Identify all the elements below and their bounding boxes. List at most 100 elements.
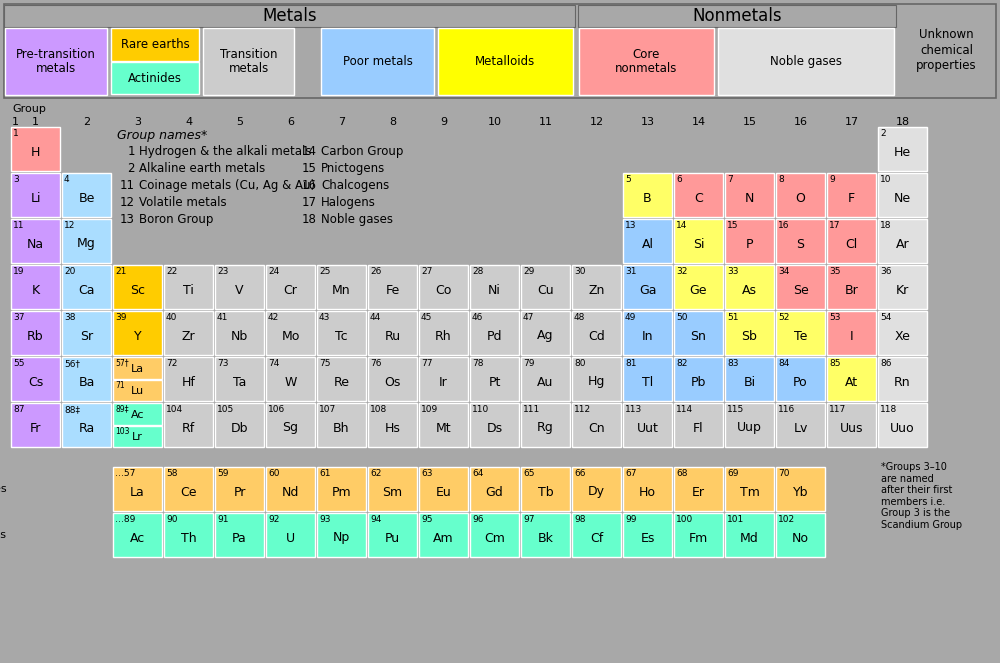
Text: 91: 91 [217,515,228,524]
Text: Mg: Mg [77,237,96,251]
Text: 48: 48 [574,313,585,322]
Text: Zr: Zr [182,330,195,343]
Text: Kr: Kr [896,284,909,296]
FancyBboxPatch shape [470,357,519,401]
FancyBboxPatch shape [164,467,213,511]
Text: 53: 53 [829,313,840,322]
Text: 90: 90 [166,515,178,524]
Text: 106: 106 [268,405,285,414]
Text: Na: Na [27,237,44,251]
FancyBboxPatch shape [317,265,366,309]
Text: 112: 112 [574,405,591,414]
Text: Os: Os [384,375,401,389]
Text: Ti: Ti [183,284,194,296]
Text: 15: 15 [742,117,757,127]
Text: 24: 24 [268,267,279,276]
Text: Halogens: Halogens [321,196,376,209]
Text: 67: 67 [625,469,637,478]
FancyBboxPatch shape [111,28,199,61]
Text: Transition
metals: Transition metals [220,48,277,76]
FancyBboxPatch shape [827,311,876,355]
Text: 41: 41 [217,313,228,322]
Text: V: V [235,284,244,296]
Text: S: S [796,237,804,251]
Text: Uut: Uut [637,422,658,434]
Text: 16: 16 [794,117,808,127]
FancyBboxPatch shape [827,173,876,217]
Text: Ir: Ir [439,375,448,389]
Text: Bk: Bk [538,532,553,544]
Text: Mo: Mo [281,330,300,343]
FancyBboxPatch shape [579,28,714,95]
Text: 88‡: 88‡ [64,405,80,414]
Text: Uus: Uus [840,422,863,434]
Text: Mn: Mn [332,284,351,296]
Text: 93: 93 [319,515,330,524]
FancyBboxPatch shape [718,28,894,95]
Text: 3: 3 [134,117,141,127]
FancyBboxPatch shape [776,403,825,447]
Text: Pa: Pa [232,532,247,544]
Text: 6: 6 [287,117,294,127]
FancyBboxPatch shape [878,265,927,309]
FancyBboxPatch shape [623,513,672,557]
Text: 1: 1 [13,129,19,138]
Text: No: No [792,532,809,544]
Text: 102: 102 [778,515,795,524]
Text: Au: Au [537,375,554,389]
Text: 13: 13 [120,213,135,226]
FancyBboxPatch shape [521,467,570,511]
Text: 107: 107 [319,405,336,414]
Text: Tm: Tm [740,485,759,499]
Text: Noble gases: Noble gases [770,55,842,68]
Text: 34: 34 [778,267,789,276]
Text: 89‡: 89‡ [115,404,128,413]
Text: Nb: Nb [231,330,248,343]
Text: 110: 110 [472,405,489,414]
FancyBboxPatch shape [368,357,417,401]
Text: …57: …57 [115,469,135,478]
FancyBboxPatch shape [317,357,366,401]
Text: 7: 7 [727,175,733,184]
Text: Lr: Lr [132,432,143,442]
Text: 31: 31 [625,267,637,276]
FancyBboxPatch shape [203,28,294,95]
Text: C: C [694,192,703,204]
FancyBboxPatch shape [215,513,264,557]
FancyBboxPatch shape [470,265,519,309]
Text: 15: 15 [302,162,317,175]
FancyBboxPatch shape [164,265,213,309]
Text: Carbon Group: Carbon Group [321,145,403,158]
Text: La: La [130,485,145,499]
FancyBboxPatch shape [572,467,621,511]
FancyBboxPatch shape [878,127,927,171]
Text: 52: 52 [778,313,789,322]
Text: Co: Co [435,284,452,296]
Text: Fl: Fl [693,422,704,434]
FancyBboxPatch shape [674,311,723,355]
Text: 19: 19 [13,267,24,276]
Text: 76: 76 [370,359,382,368]
FancyBboxPatch shape [725,219,774,263]
Text: Hg: Hg [588,375,605,389]
Text: 14: 14 [691,117,706,127]
Text: Nonmetals: Nonmetals [692,7,782,25]
Text: 65: 65 [523,469,534,478]
Text: 115: 115 [727,405,744,414]
Text: 37: 37 [13,313,24,322]
Text: Tb: Tb [538,485,553,499]
Text: 29: 29 [523,267,534,276]
Text: 61: 61 [319,469,330,478]
Text: Lanthanides: Lanthanides [0,484,7,494]
Text: 55: 55 [13,359,24,368]
FancyBboxPatch shape [725,467,774,511]
Text: Xe: Xe [895,330,910,343]
Text: 51: 51 [727,313,738,322]
Text: 12: 12 [64,221,75,230]
Text: 11: 11 [120,179,135,192]
Text: 13: 13 [625,221,637,230]
FancyBboxPatch shape [317,311,366,355]
FancyBboxPatch shape [317,467,366,511]
FancyBboxPatch shape [215,265,264,309]
Text: Fe: Fe [385,284,400,296]
